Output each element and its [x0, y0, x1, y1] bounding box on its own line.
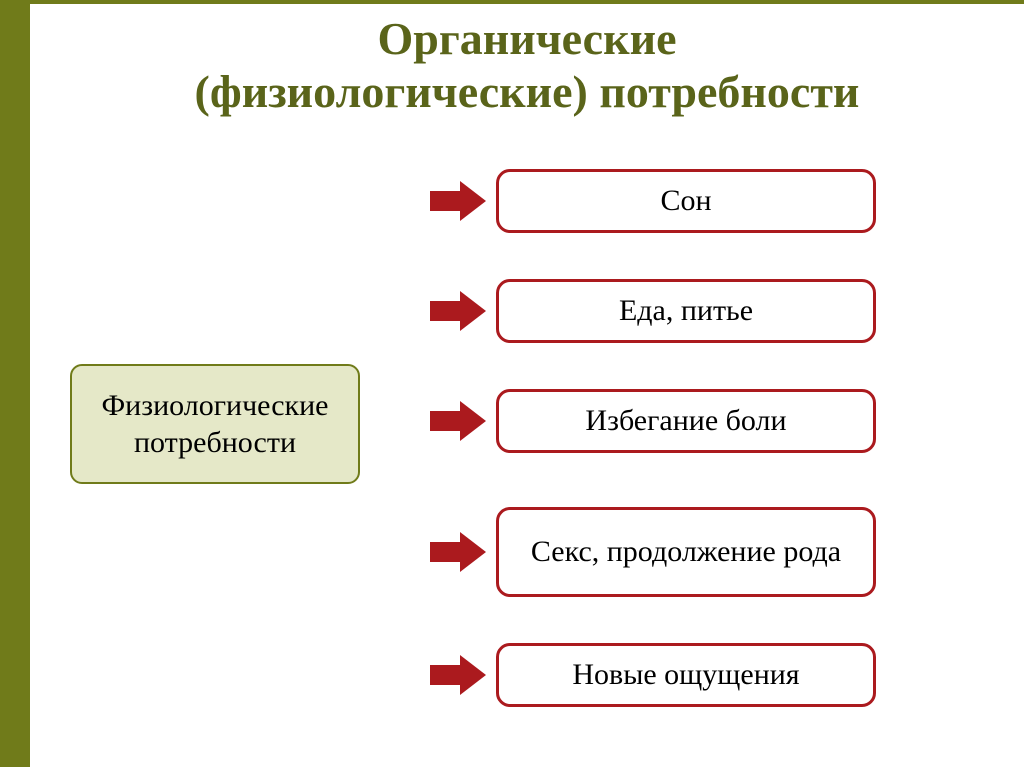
diagram-item: Избегание боли	[430, 389, 876, 453]
arrow-icon	[430, 397, 490, 445]
target-label: Секс, продолжение рода	[531, 534, 841, 570]
arrow-icon	[430, 177, 490, 225]
target-box: Сон	[496, 169, 876, 233]
target-box: Новые ощущения	[496, 643, 876, 707]
diagram-item: Еда, питье	[430, 279, 876, 343]
diagram-item: Секс, продолжение рода	[430, 507, 876, 597]
source-box: Физиологические потребности	[70, 364, 360, 484]
arrow-icon	[430, 651, 490, 699]
title-block: Органические (физиологические) потребнос…	[30, 14, 1024, 117]
title-line1: Органические	[30, 14, 1024, 65]
source-label: Физиологические потребности	[72, 387, 358, 462]
target-box: Секс, продолжение рода	[496, 507, 876, 597]
target-label: Новые ощущения	[572, 657, 799, 693]
target-box: Избегание боли	[496, 389, 876, 453]
target-label: Еда, питье	[619, 293, 753, 329]
target-label: Сон	[660, 183, 711, 219]
arrow-icon	[430, 528, 490, 576]
target-label: Избегание боли	[585, 403, 786, 439]
slide: Органические (физиологические) потребнос…	[0, 0, 1024, 767]
title-line2: (физиологические) потребности	[30, 67, 1024, 118]
diagram-item: Сон	[430, 169, 876, 233]
target-box: Еда, питье	[496, 279, 876, 343]
diagram-item: Новые ощущения	[430, 643, 876, 707]
diagram-content: Физиологические потребности Сон Еда, пить…	[30, 154, 1024, 767]
arrow-icon	[430, 287, 490, 335]
